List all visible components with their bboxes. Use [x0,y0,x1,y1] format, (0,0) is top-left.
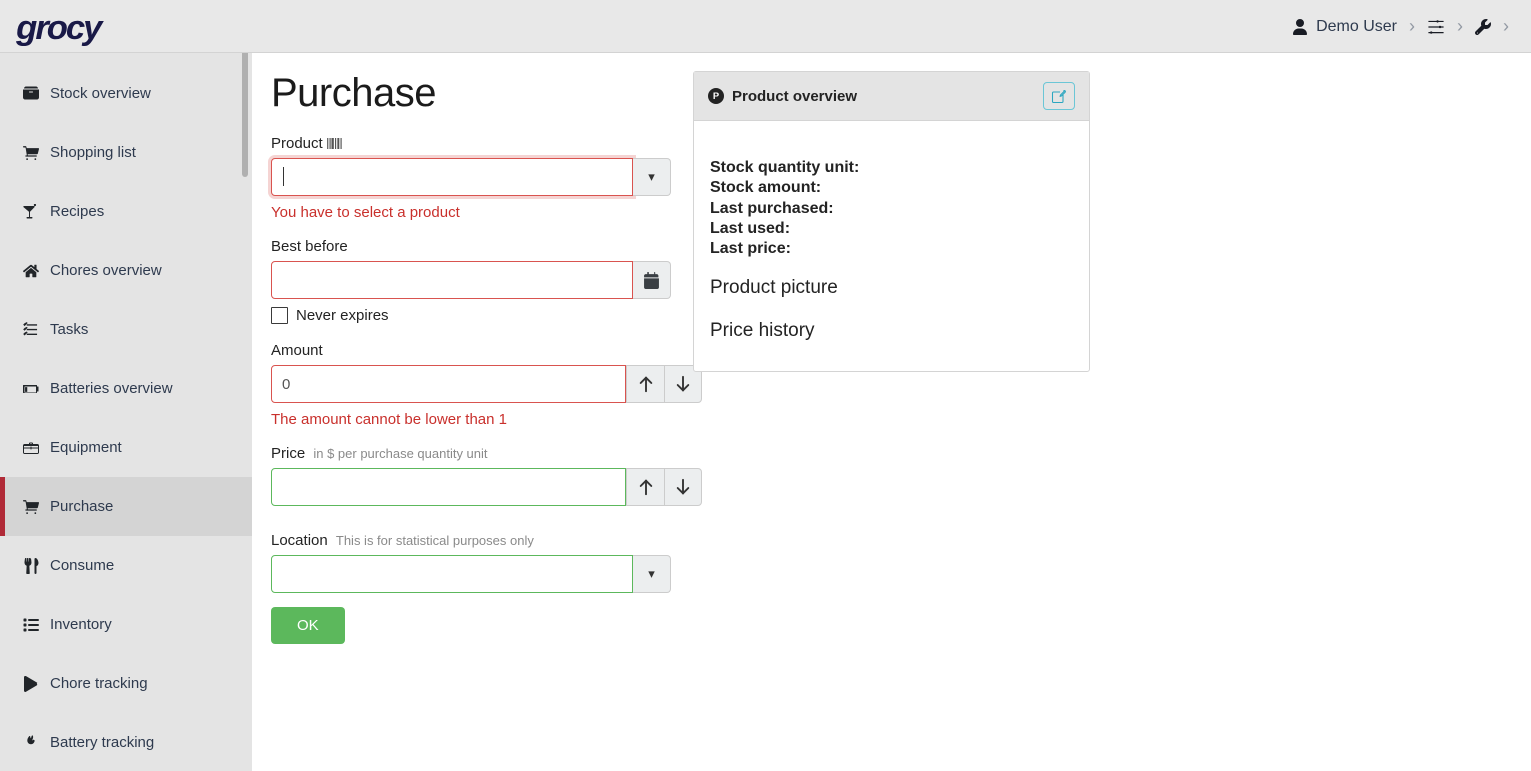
svg-text:P: P [713,91,719,101]
